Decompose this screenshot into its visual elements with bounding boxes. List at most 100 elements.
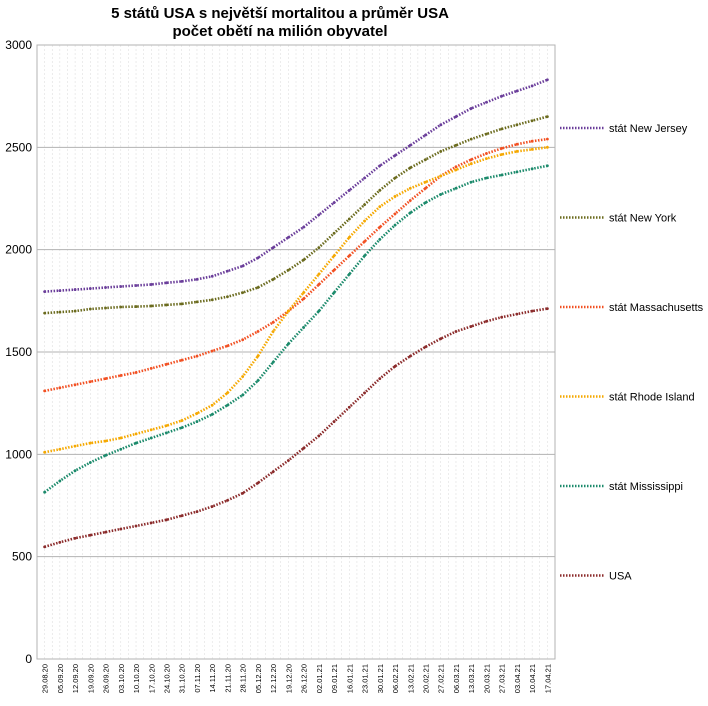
data-point	[469, 158, 473, 162]
data-point	[226, 391, 229, 395]
data-point	[134, 371, 138, 374]
x-tick-label: 23.01.21	[361, 664, 370, 693]
data-point	[241, 338, 245, 342]
data-point	[347, 188, 351, 192]
data-point	[393, 154, 397, 157]
data-point	[73, 469, 77, 473]
data-point	[469, 137, 473, 141]
data-point	[363, 240, 366, 243]
series-lines	[43, 78, 549, 549]
data-point	[241, 291, 245, 295]
data-point	[180, 419, 184, 422]
x-tick-label: 30.01.21	[376, 664, 385, 693]
data-point	[256, 354, 260, 358]
data-point	[226, 498, 229, 502]
x-tick-label: 03.04.21	[513, 664, 522, 693]
data-point	[43, 490, 47, 494]
data-point	[454, 143, 458, 147]
data-point	[393, 176, 397, 180]
data-point	[241, 393, 245, 397]
data-point	[347, 254, 351, 258]
x-tick-label: 09.01.21	[330, 664, 339, 693]
data-point	[180, 279, 184, 283]
data-point	[530, 147, 534, 151]
x-tick-label: 20.02.21	[422, 664, 431, 693]
data-point	[485, 132, 488, 136]
data-point	[485, 319, 488, 323]
data-point	[439, 337, 443, 341]
data-point	[271, 360, 275, 364]
data-point	[530, 139, 534, 143]
x-tick-label: 28.11.20	[239, 664, 248, 693]
data-point	[393, 364, 397, 368]
data-point	[226, 295, 229, 299]
grid-lines	[36, 44, 556, 660]
data-point	[88, 380, 92, 384]
legend-label: stát Mississippi	[609, 481, 683, 493]
data-point	[134, 441, 138, 445]
data-point	[469, 107, 473, 110]
y-tick-label: 500	[12, 550, 32, 564]
data-point	[195, 420, 199, 423]
data-point	[256, 379, 260, 383]
x-tick-label: 10.04.21	[528, 664, 537, 693]
data-point	[530, 309, 534, 313]
data-point	[271, 470, 275, 474]
data-point	[241, 375, 245, 378]
data-point	[317, 309, 321, 313]
data-point	[454, 115, 458, 119]
data-point	[165, 431, 168, 435]
data-point	[454, 168, 458, 172]
data-point	[286, 235, 290, 239]
x-tick-label: 19.09.20	[86, 664, 95, 693]
data-point	[88, 533, 92, 537]
data-point	[332, 291, 336, 295]
data-point	[73, 309, 77, 313]
data-point	[165, 281, 168, 285]
data-point	[530, 167, 534, 171]
data-point	[134, 524, 138, 528]
data-point	[485, 152, 488, 155]
data-point	[454, 186, 458, 190]
x-tick-label: 13.03.21	[467, 664, 476, 693]
data-point	[149, 304, 153, 308]
data-point	[149, 521, 153, 525]
data-point	[43, 450, 47, 454]
data-point	[424, 201, 427, 204]
data-point	[515, 312, 519, 316]
data-point	[302, 297, 306, 301]
x-tick-label: 05.09.20	[56, 664, 65, 693]
data-point	[88, 441, 92, 445]
data-point	[256, 256, 260, 260]
data-point	[104, 286, 107, 289]
data-point	[180, 426, 184, 430]
data-point	[241, 491, 245, 495]
data-point	[271, 246, 275, 250]
x-tick-label: 12.12.20	[269, 664, 278, 693]
data-point	[43, 290, 47, 294]
data-point	[165, 303, 168, 307]
x-axis-ticks: 29.08.20 05.09.20 12.09.20 19.09.20 26.09.20…	[41, 664, 553, 693]
data-point	[439, 150, 443, 153]
x-tick-label: 17.04.21	[543, 664, 552, 693]
legend: stát New Jersey stát New York stát Massach…	[560, 123, 704, 583]
data-point	[104, 530, 107, 534]
data-point	[424, 133, 427, 137]
data-point	[119, 305, 123, 309]
data-point	[195, 300, 199, 304]
x-tick-label: 06.02.21	[391, 664, 400, 693]
legend-label: stát Rhode Island	[609, 392, 695, 404]
data-point	[545, 137, 549, 141]
data-point	[241, 264, 245, 268]
data-point	[393, 212, 397, 216]
x-tick-label: 06.03.21	[452, 664, 461, 693]
data-point	[439, 123, 443, 127]
data-point	[43, 545, 47, 549]
data-point	[363, 176, 366, 180]
data-point	[347, 217, 351, 221]
data-point	[302, 258, 306, 262]
data-point	[210, 413, 214, 416]
data-point	[469, 162, 473, 166]
x-tick-label: 16.01.21	[345, 664, 354, 693]
data-point	[378, 238, 382, 241]
